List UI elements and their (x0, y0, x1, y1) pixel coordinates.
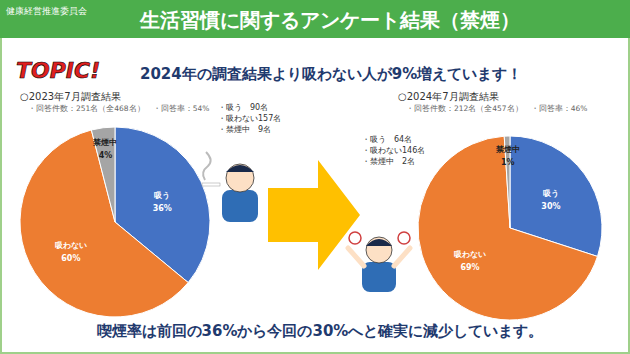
slice-category: 吸う (543, 189, 559, 198)
chart-title: ○2024年7月調査結果 (398, 91, 499, 102)
slice-category: 吸う (154, 191, 170, 200)
smoker-icon (202, 152, 258, 222)
body (222, 190, 258, 222)
slice-category: 禁煙中 (495, 145, 520, 154)
pie-slice (20, 130, 188, 317)
footer: 喫煙率は前回の36%から今回の30%へと確実に減少しています。 (97, 322, 544, 340)
counts: ・吸う 90名・吸わない157名・禁煙中 9名 (218, 103, 281, 134)
slice-value: 1% (501, 158, 515, 167)
slice-labels: 吸う 36% 吸わない 60% 禁煙中 4% (55, 138, 172, 263)
pie-chart: ○2024年7月調査結果・回答件数：212名（全457名） ・回答率：46% 吸う… (362, 91, 602, 320)
count-line: ・吸わない146名 (362, 146, 425, 155)
count-line: ・禁煙中 9名 (218, 125, 271, 134)
arm (394, 248, 410, 266)
head (366, 237, 392, 263)
page: 健康経営推進委員会 生活習慣に関するアンケート結果（禁煙） TOPIC! 2024年の… (0, 0, 630, 354)
slice-category: 吸わない (454, 250, 486, 259)
header-bar (0, 0, 630, 38)
title: 生活習慣に関するアンケート結果（禁煙） (139, 8, 520, 32)
count-line: ・吸わない157名 (218, 114, 281, 123)
count-line: ・禁煙中 2名 (362, 157, 415, 166)
slices (418, 136, 602, 320)
pie-chart: ○2023年7月調査結果・回答件数：251名（全468名） ・回答率：54% 吸う… (20, 91, 281, 317)
chart-subtitle: ・回答件数：251名（全468名） ・回答率：54% (28, 104, 209, 113)
slice-value: 69% (460, 263, 479, 272)
chart-title: ○2023年7月調査結果 (20, 91, 121, 102)
smoke (203, 152, 210, 180)
topic-text: 2024年の調査結果より吸わない人が9%増えています！ (140, 65, 522, 83)
hair (226, 165, 254, 172)
chart-subtitle: ・回答件数：212名（全457名） ・回答率：46% (406, 104, 587, 113)
hair (366, 239, 392, 246)
counts: ・吸う 64名・吸わない146名・禁煙中 2名 (362, 135, 425, 166)
arm (348, 248, 364, 266)
body (362, 262, 396, 292)
slice-value: 30% (541, 202, 560, 211)
slices (20, 127, 210, 317)
count-line: ・吸う 64名 (362, 135, 412, 144)
slice-category: 吸わない (55, 241, 87, 250)
slice-value: 60% (61, 254, 80, 263)
slice-value: 4% (99, 151, 113, 160)
slice-labels: 吸う 30% 吸わない 69% 禁煙中 1% (454, 145, 560, 272)
topic-badge: TOPIC! (16, 58, 100, 83)
head (226, 164, 254, 192)
organization: 健康経営推進委員会 (6, 6, 87, 16)
no-smoking (349, 232, 361, 244)
happy-icon (348, 232, 410, 292)
slice-category: 禁煙中 (92, 138, 117, 147)
count-line: ・吸う 90名 (218, 103, 268, 112)
slice-value: 36% (153, 204, 172, 213)
frame (1, 1, 629, 353)
no-smoking (398, 232, 410, 244)
arrow (268, 160, 360, 270)
pie-slice (418, 136, 597, 320)
cigarette (202, 183, 220, 186)
